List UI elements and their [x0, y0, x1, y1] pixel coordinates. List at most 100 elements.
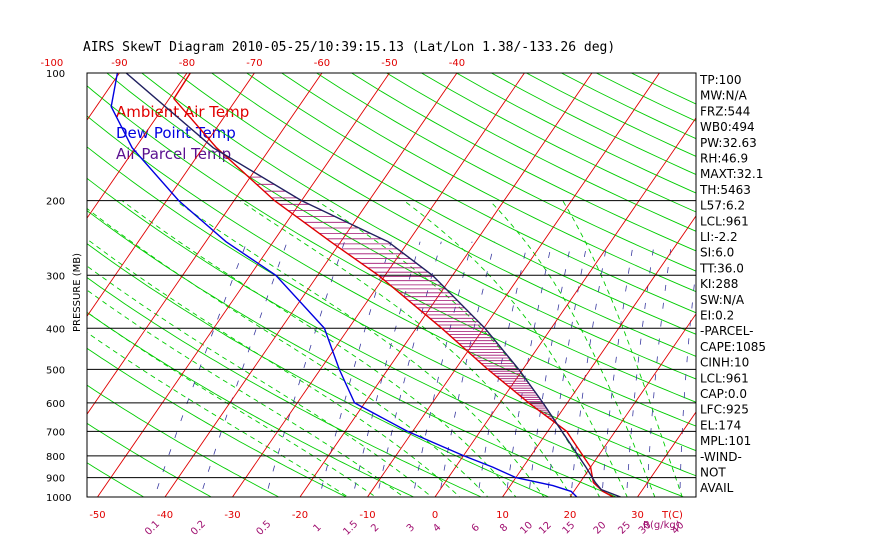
mixing-ratio-tick-label: 0.5 [254, 519, 273, 538]
mixing-ratio-tick-label: 0.1 [143, 519, 162, 538]
legend-ambient: Ambient Air Temp [116, 103, 249, 121]
sounding-index-label: FRZ:544 [700, 104, 750, 118]
isotherm-line [636, 411, 696, 497]
sounding-index-label: SI:6.0 [700, 246, 734, 260]
dry-adiabat-line [386, 73, 696, 232]
moist-adiabat-line [87, 289, 405, 497]
sounding-index-label: L57:6.2 [700, 199, 745, 213]
mixing-ratio-line [546, 241, 588, 497]
pressure-tick-label: 600 [46, 399, 65, 410]
mixing-ratio-line [265, 241, 345, 497]
moist-adiabat-line [239, 200, 573, 497]
isotherm-line [501, 215, 696, 497]
sounding-index-label: SW:N/A [700, 293, 745, 307]
mixing-ratio-tick-label: 6 [470, 522, 482, 534]
x-axis-label: T(C) [661, 510, 683, 521]
sounding-index-label: WB0:494 [700, 120, 755, 134]
mixing-ratio-tick-label: 0.2 [189, 519, 208, 538]
mixing-ratio-tick-label: 1.5 [341, 519, 360, 538]
isotherm-line [299, 73, 593, 497]
sounding-index-label: LCL:961 [700, 214, 749, 228]
dry-adiabat-line [141, 73, 696, 380]
dewpoint-line [110, 73, 578, 497]
dry-adiabat-line [87, 311, 415, 497]
mixing-ratio-tick-label: 3 [405, 522, 417, 534]
pressure-tick-label: 500 [46, 365, 65, 376]
sounding-index-label: NOT [700, 466, 726, 480]
mixing-ratio-tick-label: 20 [592, 520, 609, 537]
moist-adiabat-line [87, 331, 349, 497]
top-temp-tick-label: -40 [449, 58, 465, 69]
sounding-index-label: CAPE:1085 [700, 340, 766, 354]
pressure-tick-label: 400 [46, 324, 65, 335]
legend-parcel: Air Parcel Temp [116, 145, 231, 163]
top-temp-tick-label: -80 [179, 58, 195, 69]
top-temp-tick-label: -100 [41, 58, 64, 69]
bottom-temp-tick-label: 10 [496, 510, 509, 521]
dry-adiabat-line [87, 422, 213, 497]
sounding-index-label: TT:36.0 [699, 261, 744, 275]
isotherm-line [164, 73, 458, 497]
mixing-ratio-tick-label: 8 [498, 522, 510, 534]
isotherm-line [231, 73, 525, 497]
moist-adiabat-line [87, 311, 377, 497]
pressure-tick-label: 300 [46, 271, 65, 282]
mixing-ratio-axis-label: R(g/kg) [643, 520, 680, 531]
sounding-index-label: RH:46.9 [700, 152, 748, 166]
dry-adiabat-line [87, 85, 696, 427]
mixing-ratio-tick-label: 12 [537, 520, 554, 537]
plot-frame [86, 72, 697, 498]
sounding-index-label: MAXT:32.1 [700, 167, 763, 181]
sounding-index-label: KI:288 [700, 277, 738, 291]
dry-adiabat-line [281, 73, 696, 293]
dry-adiabat-line [246, 73, 696, 314]
sounding-index-label: PW:32.63 [700, 136, 757, 150]
sounding-index-label: MPL:101 [700, 434, 751, 448]
isotherm-line [569, 313, 696, 497]
sounding-index-label: MW:N/A [700, 89, 748, 103]
pressure-tick-label: 900 [46, 474, 65, 485]
parcel-temp-line [125, 73, 621, 497]
dry-adiabat-line [87, 462, 145, 497]
sounding-index-label: CINH:10 [700, 356, 749, 370]
mixing-ratio-line [199, 241, 288, 497]
top-temp-tick-label: -50 [381, 58, 397, 69]
bottom-temp-tick-label: -40 [157, 510, 173, 521]
isotherm-line [834, 64, 870, 506]
mixing-ratio-tick-label: 2 [369, 522, 381, 534]
bottom-temp-tick-label: 30 [631, 510, 644, 521]
dry-adiabat-line [176, 73, 696, 357]
dry-adiabat-line [456, 73, 696, 194]
dry-adiabat-line [87, 115, 696, 452]
chart-title: AIRS SkewT Diagram 2010-05-25/10:39:15.1… [83, 40, 615, 55]
dry-adiabat-line [106, 73, 696, 403]
isotherm-line [96, 73, 390, 497]
bottom-temp-tick-label: 0 [432, 510, 438, 521]
ambient-temp-line [173, 73, 614, 497]
mixing-ratio-tick-label: 1 [311, 522, 323, 534]
moist-adiabat-line [175, 200, 545, 497]
sounding-index-label: CAP:0.0 [700, 387, 747, 401]
dry-adiabat-line [87, 210, 618, 497]
moist-adiabat-line [87, 207, 489, 497]
pressure-tick-label: 800 [46, 452, 65, 463]
isotherm-line [434, 117, 696, 497]
bottom-temp-tick-label: -30 [224, 510, 240, 521]
pressure-tick-label: 200 [46, 197, 65, 208]
sounding-index-label: LFC:925 [700, 403, 749, 417]
dry-adiabat-line [87, 347, 348, 497]
sounding-index-label: -PARCEL- [700, 324, 754, 338]
isotherm-line [87, 73, 120, 121]
mixing-ratio-tick-label: 15 [561, 520, 578, 537]
sounding-index-label: EL:174 [700, 418, 741, 432]
top-temp-tick-label: -60 [314, 58, 330, 69]
plot-area [87, 64, 870, 506]
mixing-ratio-line [412, 241, 473, 497]
top-temp-tick-label: -90 [111, 58, 127, 69]
pressure-tick-label: 1000 [46, 493, 71, 504]
mixing-ratio-line [352, 241, 421, 497]
moist-adiabat-line [87, 265, 433, 497]
mixing-ratio-line [376, 241, 442, 497]
isotherm-line [366, 73, 660, 497]
sounding-index-label: LCL:961 [700, 371, 749, 385]
